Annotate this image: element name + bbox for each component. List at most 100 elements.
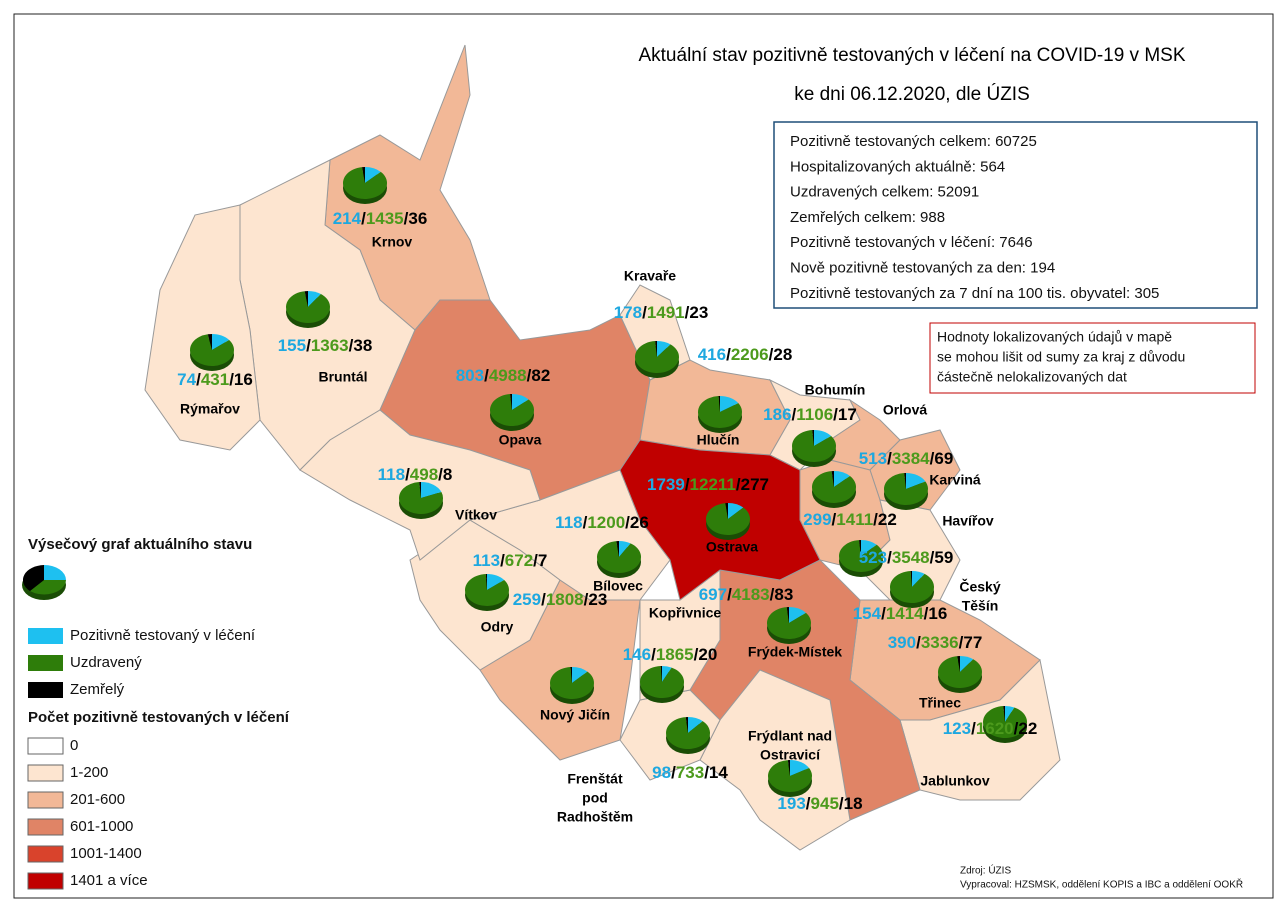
district-numbers: 74/431/16 [177, 370, 253, 389]
separator: / [832, 510, 837, 529]
district-name: Kopřivnice [649, 605, 722, 621]
separator: / [438, 465, 443, 484]
district-numbers: 146/1865/20 [623, 645, 718, 664]
pie-slice [304, 291, 308, 307]
separator: / [306, 336, 311, 355]
district-name: Vítkov [455, 507, 497, 523]
separator: / [873, 510, 878, 529]
pie-slice [619, 541, 631, 557]
separator: / [727, 585, 732, 604]
district-active: 155 [278, 336, 306, 355]
district-active: 1739 [647, 475, 685, 494]
district-deceased: 38 [353, 336, 372, 355]
district-name: Bruntál [319, 369, 368, 385]
legend-swatch [27, 845, 64, 863]
separator: / [349, 336, 354, 355]
pie-slice [572, 667, 588, 683]
district-recovered: 1106 [796, 405, 833, 424]
pie-slice [957, 656, 960, 672]
district-name: Rýmařov [180, 401, 240, 417]
summary-line: Hospitalizovaných aktuálně: 564 [790, 158, 1005, 175]
separator: / [792, 405, 797, 424]
district-deceased: 26 [630, 513, 649, 532]
pie-slice [616, 541, 619, 557]
district-numbers: 416/2206/28 [698, 345, 793, 364]
district-name: Třinec [919, 695, 961, 711]
separator: / [405, 465, 410, 484]
district-name: Odry [481, 619, 514, 635]
pie-slice [859, 540, 861, 556]
map-title: Aktuální stav pozitivně testovaných v lé… [638, 45, 1185, 66]
district-name: Těšín [962, 598, 999, 614]
district-deceased: 16 [928, 604, 947, 623]
district-numbers: 98/733/14 [652, 763, 728, 782]
pie-slice [912, 571, 925, 587]
pie-slice [904, 473, 906, 489]
pie-slice [655, 341, 657, 357]
pie-slice [660, 666, 662, 682]
district-deceased: 22 [1018, 719, 1037, 738]
pie-slice [212, 334, 230, 350]
separator: / [839, 794, 844, 813]
district-active: 74 [177, 370, 196, 389]
district-active: 186 [763, 405, 791, 424]
separator: / [924, 604, 929, 623]
pie-slice [419, 482, 421, 498]
pie-legend-icon [22, 565, 66, 600]
pie-slice [983, 706, 1028, 739]
legend-swatch [27, 791, 64, 809]
district-numbers: 214/1435/36 [333, 209, 428, 228]
district-name: Hlučín [697, 432, 740, 448]
district-name: Frýdlant nad [748, 728, 832, 744]
summary-line: Pozitivně testovaných za 7 dní na 100 ti… [790, 285, 1159, 302]
pie-slice [207, 334, 212, 350]
district-numbers: 299/1411/22 [803, 510, 897, 529]
district-deceased: 18 [844, 794, 863, 813]
pie-slice [767, 607, 811, 640]
legend-swatch [27, 737, 64, 755]
pie-slice [705, 503, 750, 535]
district-deceased: 7 [538, 551, 547, 570]
separator: / [769, 345, 774, 364]
legend-label: 0 [70, 737, 78, 754]
district-name: Opava [499, 432, 542, 448]
district-recovered: 1363 [311, 336, 349, 355]
pie-slice [549, 667, 594, 699]
pie-slice [688, 717, 703, 733]
district-numbers: 118/498/8 [378, 465, 453, 484]
legend-label: 1001-1400 [70, 845, 142, 862]
pie-slice [790, 760, 810, 776]
district-recovered: 3384 [892, 449, 930, 468]
separator: / [930, 449, 935, 468]
district-deceased: 36 [408, 209, 427, 228]
pie-slice [570, 667, 572, 683]
district-numbers: 523/3548/59 [859, 548, 954, 567]
district-area [144, 204, 261, 451]
pie-slice [685, 717, 688, 733]
district-active: 98 [652, 763, 671, 782]
legend-label: 201-600 [70, 791, 125, 808]
separator: / [930, 548, 935, 567]
separator: / [500, 551, 505, 570]
district-name: Bílovec [593, 578, 643, 594]
district-recovered: 12211 [690, 475, 736, 494]
district-numbers: 113/672/7 [473, 551, 548, 570]
district-deceased: 8 [443, 465, 452, 484]
pie-slice [960, 656, 974, 672]
district-recovered: 1200 [587, 513, 625, 532]
district-name: Frýdek-Místek [748, 644, 842, 660]
separator: / [527, 366, 532, 385]
district-active: 416 [698, 345, 726, 364]
separator: / [881, 604, 886, 623]
pie-slice [839, 540, 883, 572]
frame [13, 13, 1274, 899]
separator: / [770, 585, 775, 604]
district-active: 214 [333, 209, 362, 228]
separator: / [404, 209, 409, 228]
district-numbers: 155/1363/38 [278, 336, 373, 355]
legend-label: 1-200 [70, 764, 108, 781]
summary-line: Zemřelých celkem: 988 [790, 209, 945, 226]
district-deceased: 23 [588, 590, 607, 609]
district-numbers: 193/945/18 [777, 794, 862, 813]
pie-slice [720, 396, 739, 412]
